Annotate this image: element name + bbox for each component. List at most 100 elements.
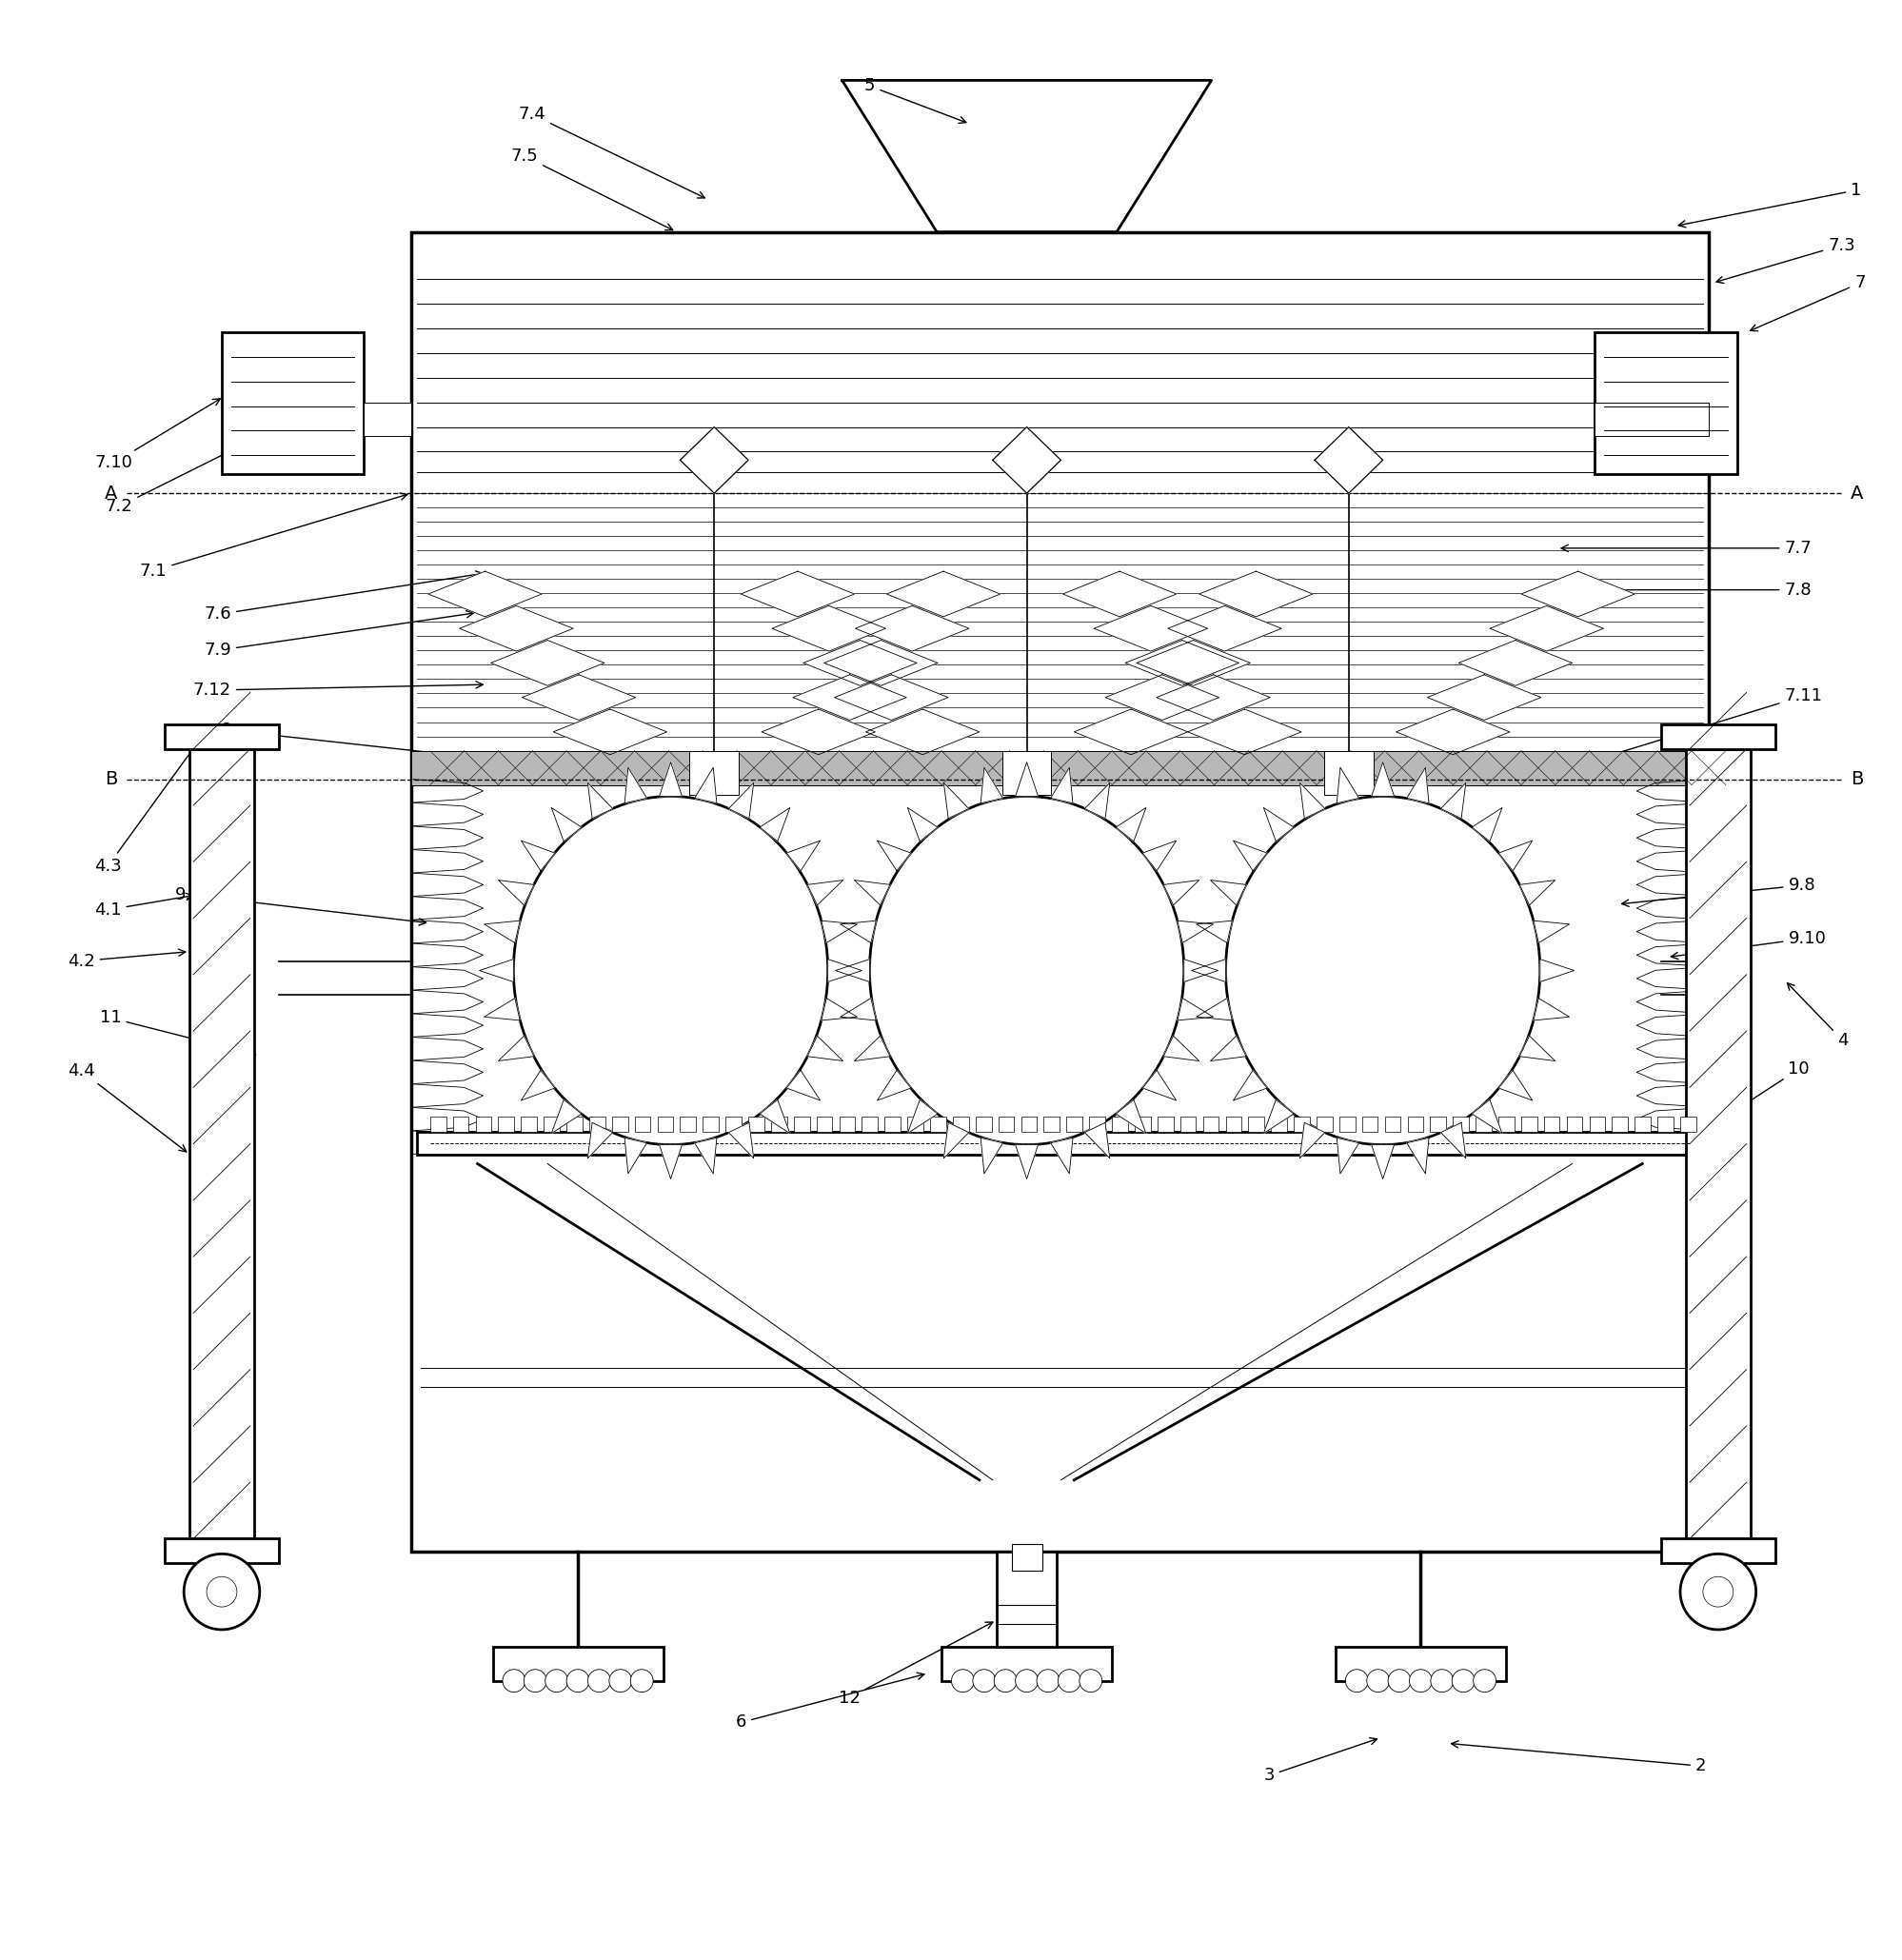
Polygon shape (1050, 768, 1073, 804)
Bar (704, 1117, 719, 1131)
Polygon shape (1143, 1070, 1175, 1100)
Polygon shape (806, 1037, 843, 1060)
Polygon shape (822, 998, 858, 1021)
Polygon shape (460, 606, 573, 651)
Polygon shape (728, 782, 753, 819)
Text: 7.8: 7.8 (1571, 582, 1811, 598)
Polygon shape (1520, 1037, 1556, 1060)
Polygon shape (660, 1145, 683, 1178)
Bar (862, 1117, 879, 1131)
Text: 4.2: 4.2 (67, 949, 186, 970)
Polygon shape (827, 958, 862, 982)
Polygon shape (1499, 841, 1533, 870)
Text: 4.4: 4.4 (67, 1062, 186, 1152)
Bar (521, 1117, 536, 1131)
Polygon shape (1499, 1070, 1533, 1100)
Circle shape (951, 1670, 974, 1691)
Bar (453, 1117, 468, 1131)
Bar (1362, 1117, 1377, 1131)
Text: 8: 8 (221, 721, 550, 768)
Polygon shape (1407, 1139, 1428, 1174)
Bar (612, 1117, 628, 1131)
Text: 4: 4 (1788, 984, 1849, 1049)
Bar (165, 725, 278, 749)
Circle shape (995, 1670, 1018, 1691)
Bar (1293, 1117, 1310, 1131)
Text: 7.10: 7.10 (95, 398, 221, 472)
Bar (1634, 1117, 1651, 1131)
Bar (1385, 1117, 1400, 1131)
Polygon shape (1116, 1100, 1147, 1133)
Circle shape (1368, 1670, 1390, 1691)
Circle shape (1345, 1670, 1368, 1691)
Polygon shape (1442, 782, 1466, 819)
Text: 7.9: 7.9 (204, 612, 474, 659)
Bar (411, 231, 1708, 1552)
Bar (1596, 402, 1708, 437)
Polygon shape (1094, 606, 1208, 651)
Polygon shape (761, 710, 875, 755)
Polygon shape (1407, 768, 1428, 804)
Polygon shape (1137, 641, 1250, 686)
Polygon shape (1459, 641, 1573, 686)
Bar (930, 1117, 945, 1131)
Bar (1657, 1117, 1674, 1131)
Text: 11: 11 (99, 1009, 255, 1056)
Polygon shape (1196, 921, 1232, 943)
Polygon shape (981, 768, 1002, 804)
Bar (816, 1117, 833, 1131)
Bar (411, 751, 1708, 784)
Bar (1660, 1539, 1775, 1564)
Polygon shape (1196, 998, 1232, 1021)
Polygon shape (553, 710, 668, 755)
Polygon shape (1183, 958, 1217, 982)
Bar (1158, 1117, 1174, 1131)
Polygon shape (865, 710, 980, 755)
Polygon shape (1084, 1123, 1109, 1158)
Polygon shape (694, 768, 717, 804)
Circle shape (523, 1670, 546, 1691)
Bar (1324, 751, 1373, 794)
Polygon shape (841, 921, 877, 943)
Bar (690, 751, 738, 794)
Polygon shape (1263, 1100, 1293, 1133)
Bar (941, 1646, 1113, 1682)
Polygon shape (552, 808, 582, 841)
Polygon shape (1299, 782, 1326, 819)
Bar (976, 1117, 991, 1131)
Polygon shape (694, 1139, 717, 1174)
Circle shape (972, 1670, 995, 1691)
Polygon shape (854, 1037, 890, 1060)
Polygon shape (1337, 1139, 1358, 1174)
Bar (658, 1117, 673, 1131)
Polygon shape (1156, 674, 1271, 719)
Polygon shape (1472, 1100, 1503, 1133)
Polygon shape (1187, 710, 1301, 755)
Text: 7.7: 7.7 (1562, 539, 1813, 557)
Bar (1316, 1117, 1333, 1131)
Polygon shape (1075, 710, 1187, 755)
Polygon shape (552, 1100, 582, 1133)
Bar (770, 1117, 787, 1131)
Bar (1339, 1117, 1356, 1131)
Ellipse shape (869, 796, 1183, 1145)
Polygon shape (1232, 841, 1267, 870)
Bar (999, 1117, 1014, 1131)
Bar (1002, 751, 1052, 794)
Ellipse shape (514, 796, 827, 1145)
Bar (1522, 1117, 1537, 1131)
Circle shape (1078, 1670, 1101, 1691)
Polygon shape (1191, 958, 1225, 982)
Polygon shape (428, 570, 542, 617)
Bar (1453, 1117, 1468, 1131)
Polygon shape (521, 1070, 555, 1100)
Polygon shape (1299, 1123, 1326, 1158)
Polygon shape (843, 80, 1212, 231)
Bar (681, 1117, 696, 1131)
Text: 5: 5 (864, 78, 966, 123)
Polygon shape (1371, 762, 1394, 796)
Polygon shape (806, 880, 843, 906)
Bar (884, 1117, 902, 1131)
Bar (1067, 1117, 1082, 1131)
Text: 6: 6 (736, 1672, 924, 1731)
